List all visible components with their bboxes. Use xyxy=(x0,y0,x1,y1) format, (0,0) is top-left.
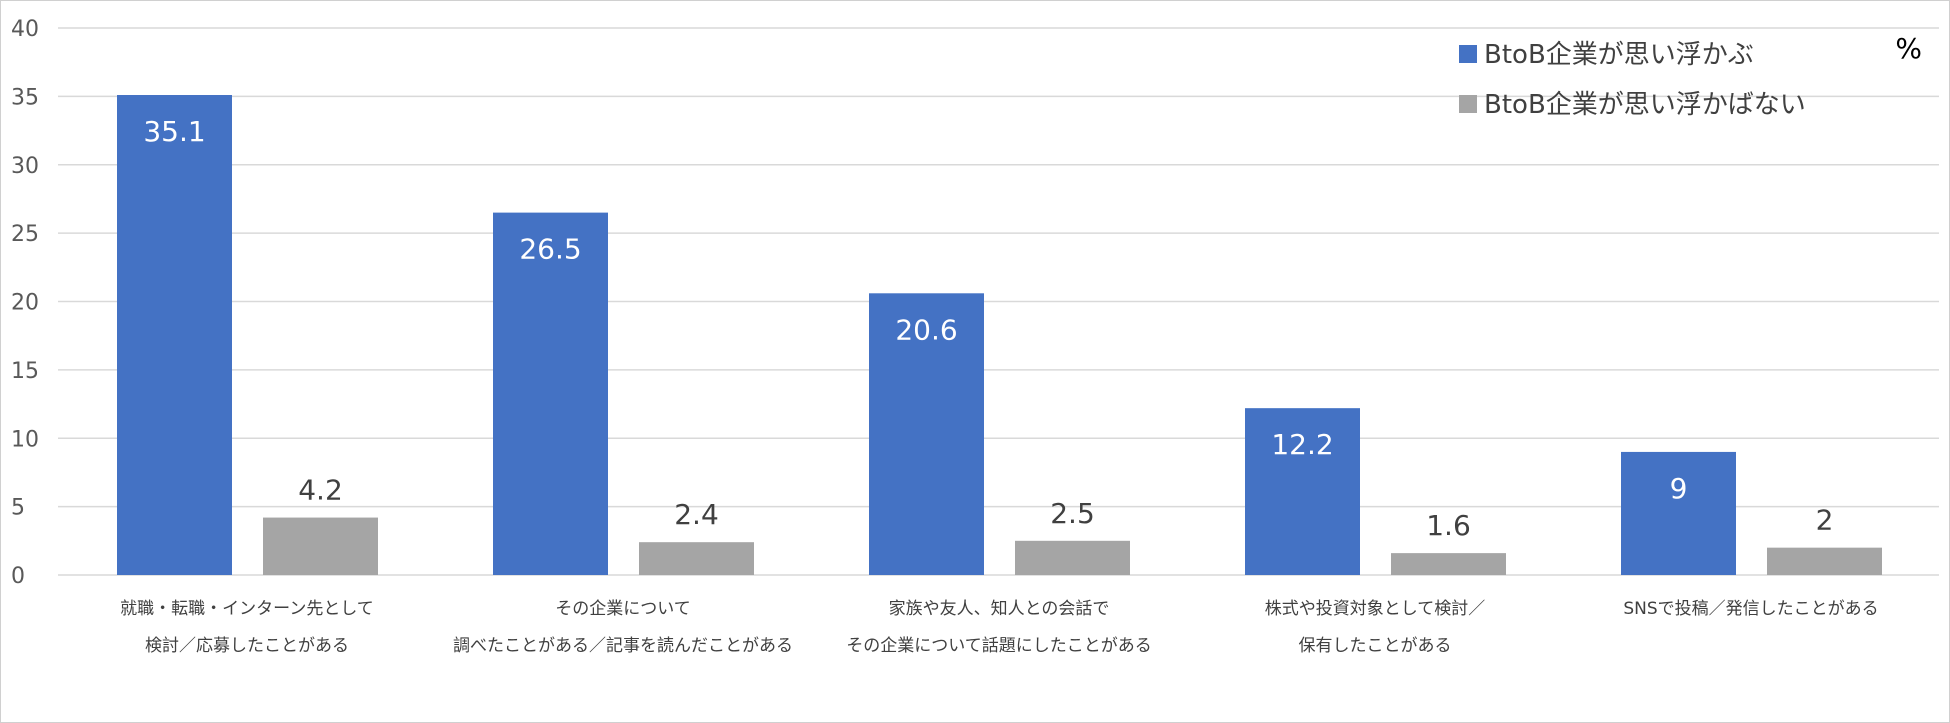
bar-s0-c4 xyxy=(1621,451,1736,575)
category-label-0-line-1: 検討／応募したことがある xyxy=(145,636,349,656)
data-label-s1-c4: 2 xyxy=(1816,504,1834,537)
data-label-s0-c4: 9 xyxy=(1670,472,1688,505)
y-tick-label-20: 20 xyxy=(11,291,39,316)
legend-label-1: BtoB企業が思い浮かばない xyxy=(1484,90,1806,120)
unit-label: % xyxy=(1895,32,1922,65)
legend-swatch-0 xyxy=(1459,45,1477,63)
category-label-0-line-0: 就職・転職・インターン先として xyxy=(120,599,374,619)
category-label-3-line-1: 保有したことがある xyxy=(1299,636,1452,656)
y-tick-label-5: 5 xyxy=(11,496,25,521)
y-tick-label-10: 10 xyxy=(11,427,39,452)
y-tick-label-0: 0 xyxy=(11,564,25,589)
y-tick-label-30: 30 xyxy=(11,154,39,179)
category-label-2-line-0: 家族や友人、知人との会話で xyxy=(889,599,1110,619)
data-label-s1-c1: 2.4 xyxy=(674,498,719,531)
data-label-s0-c1: 26.5 xyxy=(519,233,581,266)
bar-s0-c3 xyxy=(1245,408,1360,575)
y-tick-label-25: 25 xyxy=(11,222,39,247)
bar-s1-c0 xyxy=(263,517,378,575)
bar-s0-c1 xyxy=(493,212,608,576)
data-label-s1-c3: 1.6 xyxy=(1426,509,1471,542)
data-label-s1-c0: 4.2 xyxy=(298,474,343,507)
data-label-s0-c3: 12.2 xyxy=(1271,428,1333,461)
legend-swatch-1 xyxy=(1459,95,1477,113)
category-label-2-line-1: その企業について話題にしたことがある xyxy=(846,636,1152,656)
gridlines xyxy=(58,27,1939,576)
y-tick-label-40: 40 xyxy=(11,17,39,42)
bar-s0-c2 xyxy=(869,293,984,575)
data-label-s1-c2: 2.5 xyxy=(1050,497,1095,530)
bar-s1-c3 xyxy=(1391,553,1506,575)
data-label-s0-c2: 20.6 xyxy=(895,313,957,346)
data-labels: 35.1 26.5 20.6 12.2 9 4.2 2.4 2.5 1.6 2 xyxy=(143,115,1833,542)
bar-s1-c2 xyxy=(1015,540,1130,575)
y-tick-label-15: 15 xyxy=(11,359,39,384)
bars xyxy=(117,95,1882,576)
category-label-1-line-1: 調べたことがある／記事を読んだことがある xyxy=(453,636,793,656)
y-axis-ticks: 0 5 10 15 20 25 30 35 40 xyxy=(11,17,39,589)
category-label-1-line-0: その企業について xyxy=(555,599,691,619)
bar-s1-c1 xyxy=(639,542,754,575)
bar-s0-c0 xyxy=(117,95,232,575)
category-label-3-line-0: 株式や投資対象として検討／ xyxy=(1265,599,1486,619)
y-tick-label-35: 35 xyxy=(11,85,39,110)
data-label-s0-c0: 35.1 xyxy=(143,115,205,148)
bar-s1-c4 xyxy=(1767,547,1882,575)
category-label-4-line-0: SNSで投稿／発信したことがある xyxy=(1623,599,1878,619)
legend: BtoB企業が思い浮かぶ BtoB企業が思い浮かばない xyxy=(1459,40,1806,120)
legend-label-0: BtoB企業が思い浮かぶ xyxy=(1484,40,1754,70)
